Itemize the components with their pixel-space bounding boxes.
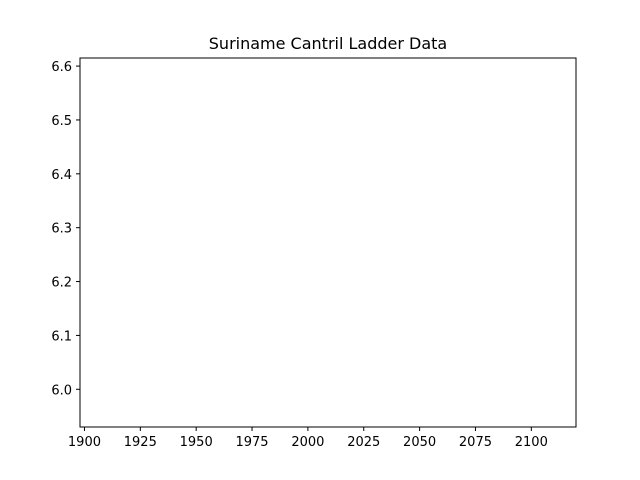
x-tick-label: 1975 bbox=[235, 435, 268, 450]
x-tick-label: 2050 bbox=[403, 435, 436, 450]
x-axis: 1900 1925 1950 1975 2000 2025 2050 2075 2100 bbox=[68, 427, 548, 450]
y-tick-label: 6.3 bbox=[51, 222, 72, 237]
x-tick-label: 1950 bbox=[180, 435, 213, 450]
x-tick-label: 2075 bbox=[459, 435, 492, 450]
x-tick-label: 2025 bbox=[347, 435, 380, 450]
x-tick-label: 1900 bbox=[68, 435, 101, 450]
chart-title: Suriname Cantril Ladder Data bbox=[209, 34, 447, 53]
y-tick-label: 6.1 bbox=[51, 329, 72, 344]
y-tick-label: 6.6 bbox=[51, 60, 72, 75]
y-tick-label: 6.2 bbox=[51, 276, 72, 291]
x-tick-label: 2000 bbox=[291, 435, 324, 450]
x-tick-label: 1925 bbox=[124, 435, 157, 450]
y-tick-label: 6.4 bbox=[51, 168, 72, 183]
plot-area bbox=[79, 57, 577, 428]
y-tick-label: 6.5 bbox=[51, 114, 72, 129]
y-axis: 6.0 6.1 6.2 6.3 6.4 6.5 6.6 bbox=[51, 60, 80, 398]
x-tick-label: 2100 bbox=[515, 435, 548, 450]
y-tick-label: 6.0 bbox=[51, 383, 72, 398]
